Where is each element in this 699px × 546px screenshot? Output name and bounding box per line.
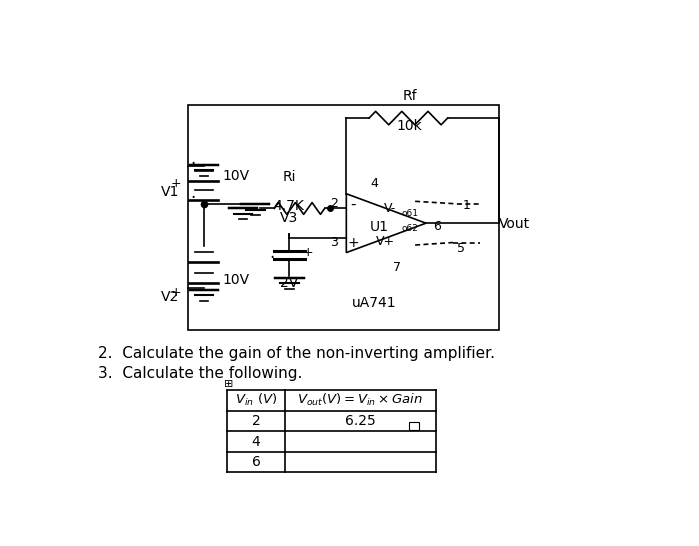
Text: V+: V+ (376, 235, 395, 248)
Text: U1: U1 (369, 221, 389, 234)
Text: Ri: Ri (282, 170, 296, 184)
Text: -: - (350, 197, 356, 212)
Text: o62: o62 (401, 224, 418, 233)
Text: o61: o61 (401, 210, 418, 218)
Text: +: + (171, 286, 181, 299)
Text: +: + (347, 236, 359, 250)
Text: 6.25: 6.25 (345, 414, 376, 428)
Text: .: . (269, 244, 274, 262)
Text: 4.7K: 4.7K (273, 199, 304, 213)
Text: 2V: 2V (280, 276, 298, 290)
Text: 4: 4 (370, 176, 378, 189)
Text: +: + (303, 246, 314, 259)
Text: V-: V- (384, 201, 396, 215)
Text: 1: 1 (463, 199, 470, 212)
Text: 4: 4 (252, 435, 261, 449)
Text: 10V: 10V (223, 169, 250, 183)
Text: ⊞: ⊞ (224, 379, 233, 389)
Text: V1: V1 (161, 186, 179, 199)
Text: V2: V2 (161, 290, 179, 304)
Bar (409, 422, 419, 430)
Text: .: . (190, 184, 196, 202)
Text: 10V: 10V (223, 273, 250, 287)
Text: .: . (190, 150, 196, 168)
Text: 6: 6 (433, 220, 441, 233)
Text: 6: 6 (252, 455, 261, 469)
Text: 7: 7 (394, 261, 401, 274)
Text: $V_{in}\ (V)$: $V_{in}\ (V)$ (235, 393, 278, 408)
Text: 10k: 10k (397, 120, 423, 133)
Text: 3: 3 (331, 236, 338, 250)
Text: 2.  Calculate the gain of the non-inverting amplifier.: 2. Calculate the gain of the non-inverti… (98, 346, 495, 361)
Text: 2: 2 (331, 197, 338, 210)
Text: 2: 2 (252, 414, 261, 428)
Text: 5: 5 (457, 242, 465, 256)
Bar (187, 105, 499, 330)
Text: Vout: Vout (499, 217, 531, 231)
Text: +: + (171, 177, 181, 190)
Text: 3.  Calculate the following.: 3. Calculate the following. (98, 366, 303, 381)
Text: $V_{out}(V)=V_{in}\times Gain$: $V_{out}(V)=V_{in}\times Gain$ (297, 393, 424, 408)
Text: Rf: Rf (403, 90, 417, 103)
Text: uA741: uA741 (352, 296, 397, 310)
Text: V3: V3 (280, 211, 298, 225)
